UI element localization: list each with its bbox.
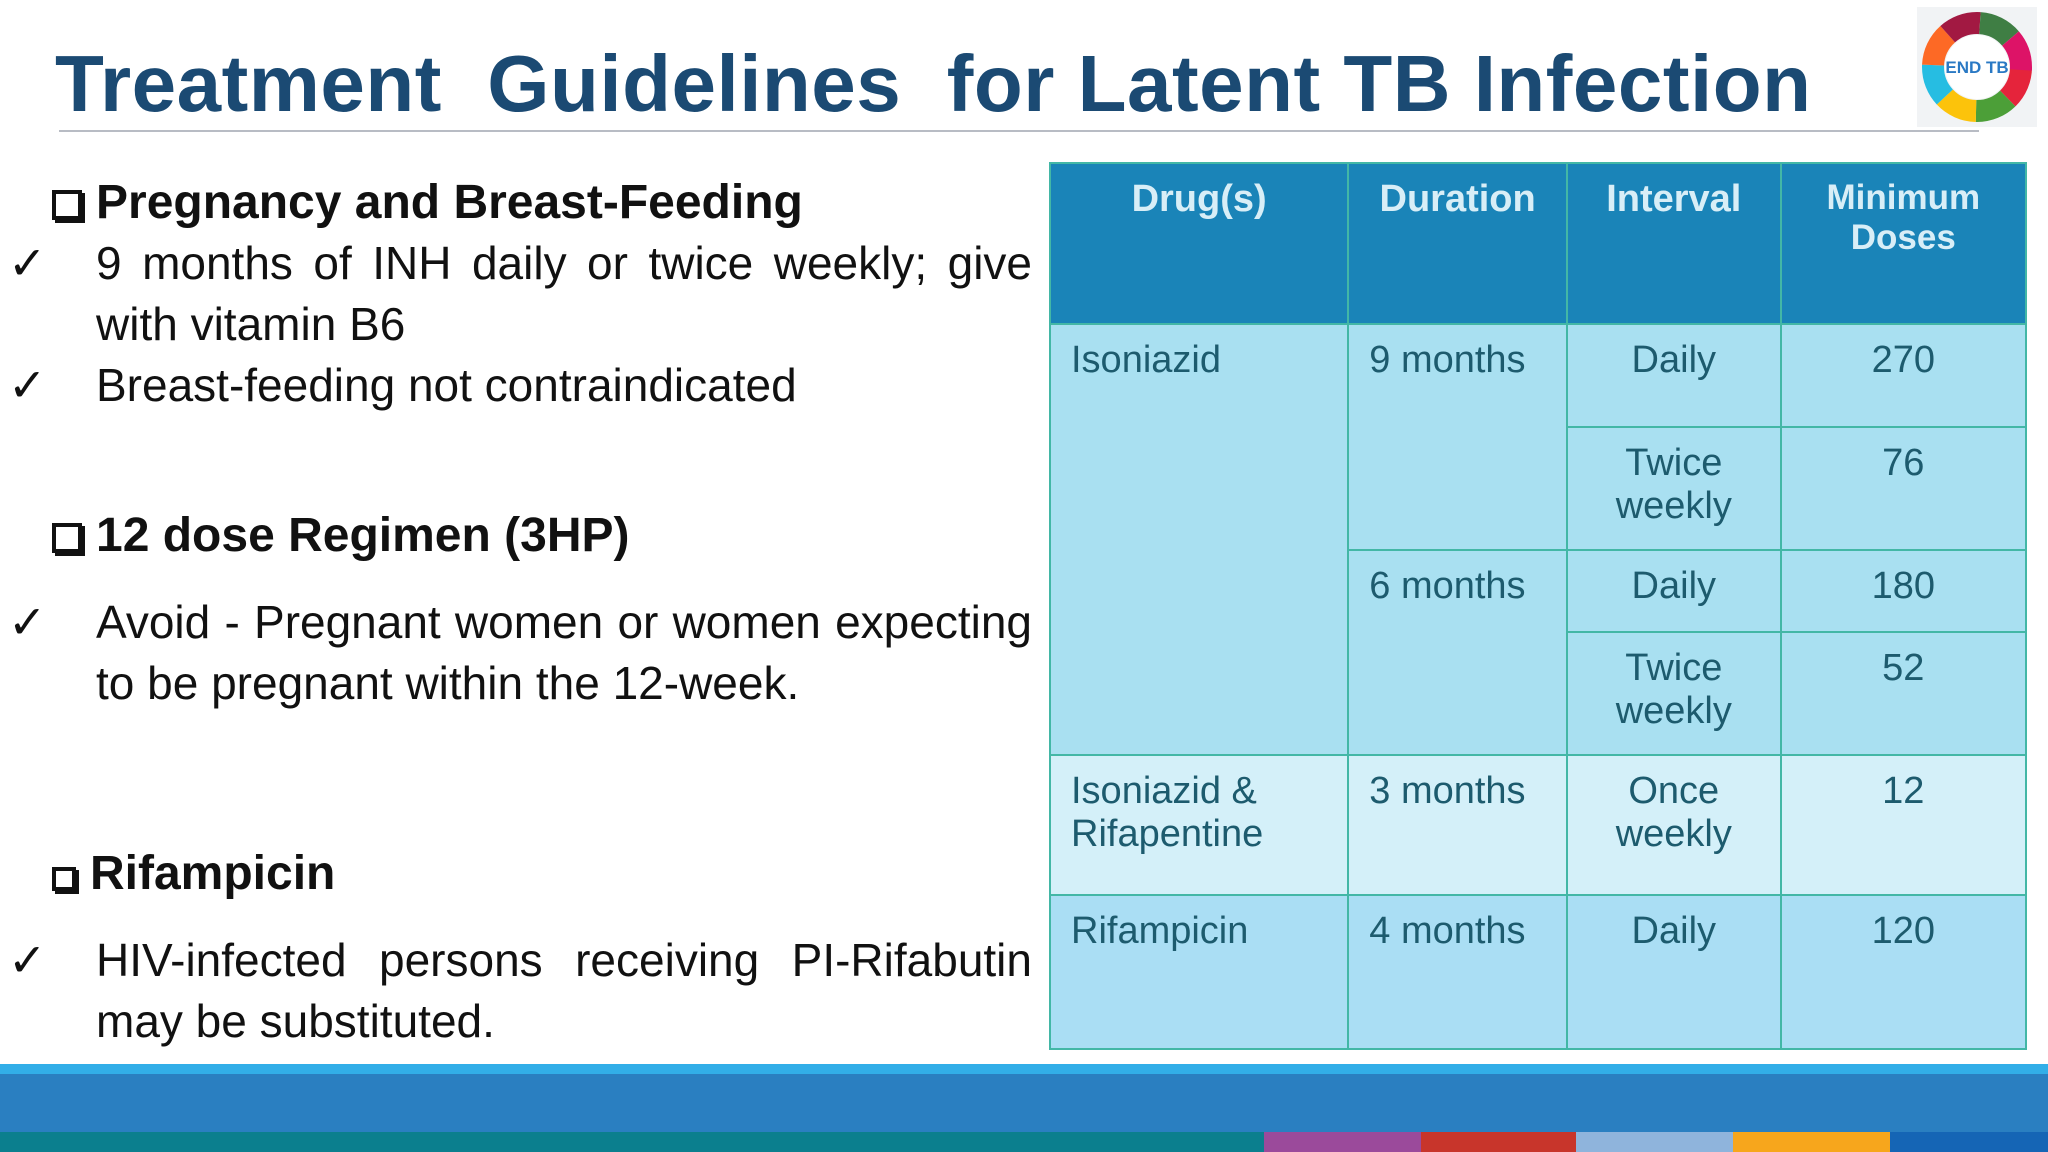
- row: Rifampicin 4 months Daily 120: [1048, 894, 2028, 1050]
- cell: Twice weekly: [1566, 426, 1782, 551]
- header-cell: Drug(s): [1048, 162, 1350, 325]
- section: 12 dose Regimen (3HP) ✓ Avoid - Pregnant …: [8, 505, 1032, 714]
- heading-text: Pregnancy and Breast-Feeding: [96, 176, 803, 229]
- cell: 120: [1779, 894, 2028, 1050]
- logo-text: END TB: [1945, 58, 2009, 77]
- logo: [1917, 7, 2037, 127]
- row: Twice weekly 76: [1050, 426, 2028, 551]
- cell: 9 months: [1347, 323, 1568, 551]
- bullet: ✓ HIV-infected persons receiving PI-Rifab…: [8, 934, 1032, 1047]
- heading-text: Rifampicin: [90, 847, 336, 900]
- section-heading: 12 dose Regimen (3HP): [52, 505, 1032, 566]
- slide-title: Treatment Guidelines for Latent TB Infec…: [55, 39, 1812, 128]
- heading-text: 12 dose Regimen (3HP): [96, 509, 630, 562]
- cell: 6 months: [1347, 549, 1568, 756]
- footer-line: [0, 1064, 2048, 1074]
- cell: Daily: [1566, 549, 1782, 633]
- header-cell: Interval: [1566, 162, 1782, 325]
- cell: 3 months: [1347, 754, 1568, 896]
- row: 6 months Daily 180: [1050, 549, 2028, 756]
- header-cell: Minimum Doses: [1779, 162, 2028, 325]
- footer-strip: [1890, 1132, 2048, 1152]
- footer-strip: [1264, 1132, 1421, 1152]
- bullet-text: HIV-infected persons receiving PI-Rifabu…: [96, 934, 1032, 1047]
- row: Isoniazid & Rifapentine 3 months Once we…: [1048, 754, 2028, 896]
- footer-strip: [1576, 1132, 1733, 1152]
- section: Pregnancy and Breast-Feeding ✓ 9 months o…: [8, 172, 1032, 416]
- bullet-text: Breast-feeding not contraindicated: [96, 359, 797, 411]
- bullet: ✓ 9 months of INH daily or twice weekly; …: [8, 237, 1032, 350]
- cell: Once weekly: [1566, 754, 1782, 896]
- section-heading: Rifampicin: [52, 843, 1032, 904]
- header-row: Drug(s) Duration Interval Minimum Doses: [1048, 162, 2028, 325]
- row: Twice weekly 52: [1050, 631, 2028, 756]
- footer-strip: [1421, 1132, 1576, 1152]
- title-rule: [59, 130, 1979, 132]
- cell: 270: [1779, 323, 2028, 428]
- cell: 4 months: [1347, 894, 1568, 1050]
- footer-strip: [0, 1132, 1264, 1152]
- header-cell: Duration: [1347, 162, 1568, 325]
- section-heading: Pregnancy and Breast-Feeding: [52, 172, 1032, 233]
- bullet-text: 9 months of INH daily or twice weekly; g…: [96, 237, 1032, 350]
- cell: Daily: [1566, 323, 1782, 428]
- bullet: ✓ Avoid - Pregnant women or women expecti…: [8, 596, 1032, 709]
- cell: 12: [1779, 754, 2028, 896]
- cell: 180: [1779, 549, 2028, 633]
- footer-bar: [0, 1074, 2048, 1132]
- cell: 52: [1779, 631, 2028, 756]
- cell: 76: [1779, 426, 2028, 551]
- section: Rifampicin ✓ HIV-infected persons receivi…: [8, 843, 1032, 1052]
- footer-strip: [1733, 1132, 1890, 1152]
- cell: Twice weekly: [1566, 631, 1782, 756]
- bullet-text: Avoid - Pregnant women or women expectin…: [96, 596, 1032, 709]
- cell: Isoniazid & Rifapentine: [1048, 754, 1350, 896]
- cell: Isoniazid: [1048, 323, 1350, 756]
- cell: Daily: [1566, 894, 1782, 1050]
- regimen-table: Drug(s) Duration Interval Minimum Doses …: [1048, 162, 2028, 1050]
- cell: Rifampicin: [1048, 894, 1350, 1050]
- row: Isoniazid 9 months Daily 270: [1048, 323, 2028, 756]
- bullet: ✓ Breast-feeding not contraindicated: [8, 359, 797, 411]
